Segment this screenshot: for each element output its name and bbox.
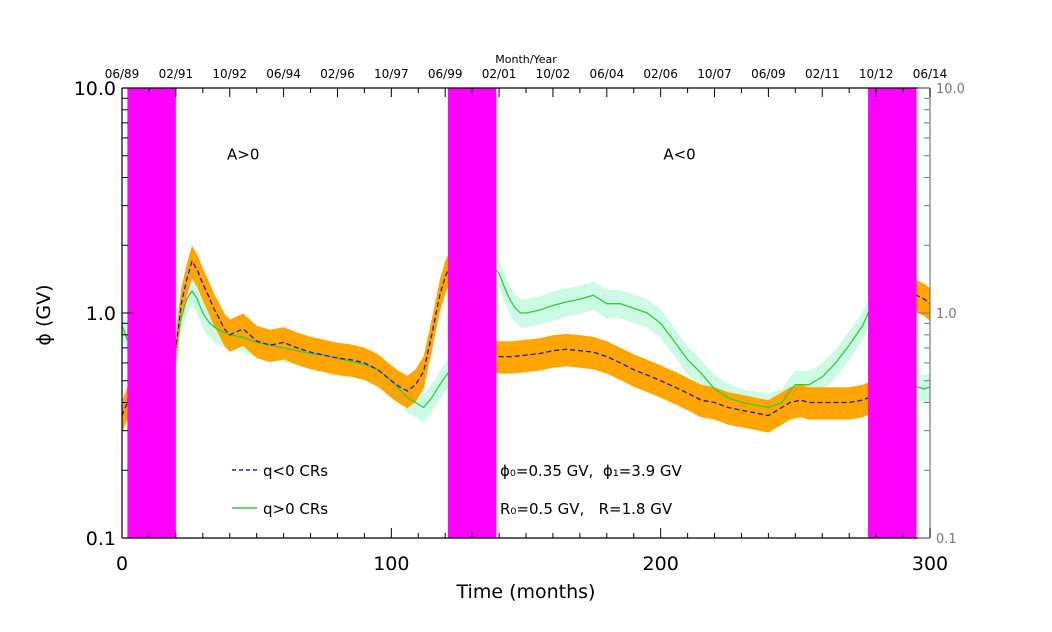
x-axis-label: Time (months) (456, 581, 596, 603)
y-right-tick-labels: 0.1 1.0 10.0 (936, 82, 965, 547)
top-tick-label: 10/07 (697, 67, 732, 81)
top-tick-label: 02/01 (482, 67, 517, 81)
y-right-tick-label: 0.1 (936, 532, 957, 547)
params-line-2: R₀=0.5 GV, R=1.8 GV (500, 500, 673, 518)
y-right-tick-label: 10.0 (936, 82, 965, 97)
y-tick-labels: 0.1 1.0 10.0 (74, 78, 116, 550)
q-negative-line-layer (122, 247, 930, 417)
x-tick-label: 300 (912, 553, 948, 575)
top-axis-title: Month/Year (495, 53, 557, 66)
x-tick-label: 0 (116, 553, 128, 575)
top-tick-label: 02/11 (805, 67, 840, 81)
legend-label-q-negative: q<0 CRs (263, 462, 328, 480)
q-negative-uncertainty-band-layer (122, 234, 930, 433)
top-tick-label: 10/97 (374, 67, 409, 81)
q-negative-uncertainty-band (122, 234, 930, 433)
y-right-tick-label: 1.0 (936, 307, 957, 322)
legend-label-q-positive: q>0 CRs (263, 500, 328, 518)
legend: q<0 CRs q>0 CRs (232, 462, 328, 518)
x-tick-labels: 0 100 200 300 (116, 553, 948, 575)
top-tick-label: 06/14 (913, 67, 948, 81)
top-tick-label: 10/02 (536, 67, 571, 81)
y-tick-label: 10.0 (74, 78, 116, 100)
polarity-label: A>0 (227, 146, 259, 164)
field-reversal-band-1 (127, 88, 176, 538)
top-tick-label: 02/91 (159, 67, 194, 81)
top-tick-label: 06/04 (590, 67, 625, 81)
top-tick-label: 02/96 (320, 67, 355, 81)
field-reversal-band-3 (868, 88, 917, 538)
top-tick-label: 06/09 (751, 67, 786, 81)
top-tick-label: 10/12 (859, 67, 894, 81)
x-tick-label: 200 (643, 553, 679, 575)
top-tick-label: 06/94 (266, 67, 301, 81)
top-tick-labels: 06/89 02/91 10/92 06/94 02/96 10/97 06/99 02/01… (105, 67, 948, 81)
polarity-label: A<0 (663, 146, 695, 164)
field-reversal-band-2 (447, 88, 497, 538)
series-line-q-negative (122, 247, 930, 417)
y-tick-label: 1.0 (86, 303, 116, 325)
tick-marks (121, 87, 931, 539)
top-tick-label: 06/99 (428, 67, 463, 81)
params-line-1: ϕ₀=0.35 GV, ϕ₁=3.9 GV (500, 462, 683, 480)
top-tick-label: 06/89 (105, 67, 140, 81)
top-tick-label: 10/92 (212, 67, 247, 81)
polarity-labels: A>0 A<0 (227, 146, 696, 164)
top-tick-label: 02/06 (643, 67, 678, 81)
y-axis-label: ϕ (GV) (33, 284, 55, 345)
y-tick-label: 0.1 (86, 528, 116, 550)
reversal-band-layer (127, 88, 917, 538)
x-tick-label: 100 (373, 553, 409, 575)
